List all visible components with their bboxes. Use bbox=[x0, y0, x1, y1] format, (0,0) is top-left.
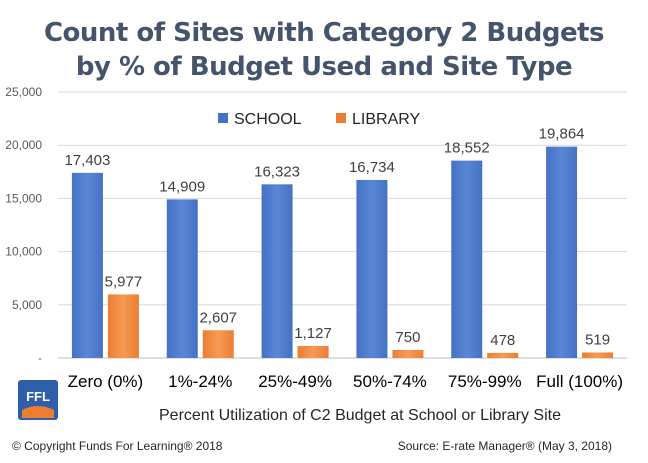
x-axis-title: Percent Utilization of C2 Budget at Scho… bbox=[159, 407, 561, 424]
legend: SCHOOL LIBRARY bbox=[218, 111, 421, 128]
bar-school bbox=[546, 146, 578, 358]
x-tick-label: 25%-49% bbox=[258, 372, 332, 391]
data-label-school: 16,323 bbox=[254, 163, 300, 180]
bar-library bbox=[392, 350, 424, 358]
data-label-school: 16,734 bbox=[349, 159, 395, 176]
data-label-library: 478 bbox=[490, 332, 515, 349]
data-label-school: 19,864 bbox=[539, 126, 585, 143]
y-axis-ticks: - 5,000 10,000 15,000 20,000 25,000 bbox=[5, 85, 42, 365]
x-tick-label: Full (100%) bbox=[536, 372, 623, 391]
legend-label-library: LIBRARY bbox=[352, 111, 421, 128]
x-tick-label: 50%-74% bbox=[353, 372, 427, 391]
data-label-library: 519 bbox=[585, 331, 610, 348]
bar-library bbox=[297, 346, 329, 358]
data-label-library: 750 bbox=[395, 329, 420, 346]
bar-school bbox=[71, 172, 103, 358]
bar-school bbox=[261, 184, 293, 358]
data-label-library: 2,607 bbox=[199, 309, 237, 326]
legend-label-school: SCHOOL bbox=[234, 111, 302, 128]
footer-copyright: © Copyright Funds For Learning® 2018 bbox=[12, 439, 223, 453]
bar-school bbox=[166, 199, 198, 358]
data-label-library: 5,977 bbox=[105, 273, 143, 290]
y-tick-label: 20,000 bbox=[5, 138, 42, 152]
footer-source: Source: E-rate Manager® (May 3, 2018) bbox=[398, 439, 612, 453]
legend-swatch-library bbox=[336, 113, 346, 123]
data-label-library: 1,127 bbox=[294, 325, 332, 342]
bar-school bbox=[356, 179, 388, 358]
chart-title-line2: by % of Budget Used and Site Type bbox=[75, 52, 573, 82]
logo-text: FFL bbox=[26, 389, 50, 404]
data-label-school: 14,909 bbox=[159, 178, 205, 195]
y-tick-label: - bbox=[38, 351, 42, 365]
bar-library bbox=[582, 352, 614, 358]
y-tick-label: 10,000 bbox=[5, 245, 42, 259]
data-labels: 17,403 5,977 14,909 2,607 16,323 1,127 16,734 7… bbox=[64, 126, 610, 349]
data-label-school: 17,403 bbox=[64, 152, 110, 169]
bar-library bbox=[202, 330, 234, 358]
gridlines bbox=[58, 91, 627, 359]
ffl-logo: FFL bbox=[18, 380, 58, 420]
y-tick-label: 25,000 bbox=[5, 85, 42, 99]
bar-library bbox=[487, 352, 519, 358]
x-axis-ticks: Zero (0%) 1%-24% 25%-49% 50%-74% 75%-99% Full… bbox=[68, 372, 623, 391]
x-tick-label: 75%-99% bbox=[448, 372, 522, 391]
bar-school bbox=[451, 160, 483, 358]
data-label-school: 18,552 bbox=[444, 140, 490, 157]
chart-title: Count of Sites with Category 2 Budgets b… bbox=[0, 16, 648, 84]
x-tick-label: Zero (0%) bbox=[68, 372, 144, 391]
chart-title-line1: Count of Sites with Category 2 Budgets bbox=[43, 18, 605, 48]
legend-swatch-school bbox=[218, 113, 228, 123]
bar-library bbox=[107, 294, 139, 358]
y-tick-label: 15,000 bbox=[5, 191, 42, 205]
x-tick-label: 1%-24% bbox=[168, 372, 232, 391]
y-tick-label: 5,000 bbox=[12, 298, 42, 312]
bars bbox=[71, 146, 614, 358]
